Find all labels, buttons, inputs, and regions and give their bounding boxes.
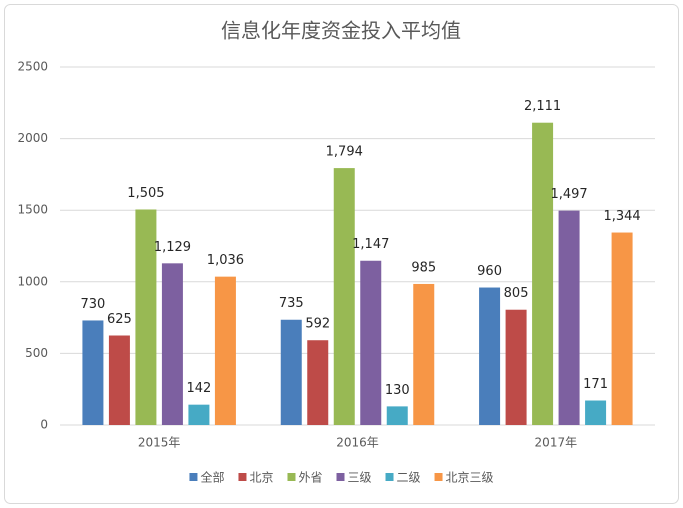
legend-swatch: [434, 473, 443, 481]
bar: [558, 210, 580, 425]
data-label: 1,497: [550, 187, 587, 202]
x-tick-label: 2016年: [336, 436, 379, 450]
bar: [505, 309, 527, 425]
bar: [611, 232, 633, 425]
bar: [360, 260, 382, 425]
bar: [386, 406, 408, 425]
y-tick-label: 2000: [17, 131, 48, 145]
legend-label: 全部: [200, 470, 224, 485]
bar: [479, 287, 501, 425]
data-label: 1,505: [127, 186, 164, 201]
legend-label: 外省: [298, 471, 322, 485]
y-tick-label: 2500: [17, 60, 48, 74]
bar: [532, 122, 554, 425]
legend: 全部 北京 外省 三级 二级 北京三级: [189, 470, 494, 485]
bar: [307, 340, 329, 425]
bar: [413, 283, 435, 425]
y-tick-label: 0: [40, 418, 48, 432]
bar: [333, 168, 355, 426]
data-label: 1,036: [207, 253, 244, 268]
y-tick-label: 1000: [17, 274, 48, 288]
data-label: 735: [279, 296, 304, 311]
bar: [82, 320, 104, 425]
data-label: 1,147: [352, 237, 389, 252]
x-tick-label: 2017年: [535, 436, 578, 450]
legend-swatch: [238, 473, 247, 481]
legend-swatch: [189, 473, 198, 481]
legend-swatch: [385, 473, 394, 481]
bar: [135, 209, 157, 425]
legend-label: 三级: [348, 471, 372, 485]
legend-label: 北京三级: [446, 471, 494, 485]
y-tick-label: 1500: [17, 203, 48, 217]
legend-label: 北京: [249, 471, 273, 485]
bar: [585, 400, 607, 425]
x-tick-label: 2015年: [138, 436, 181, 450]
chart-title: 信息化年度资金投入平均值: [221, 19, 461, 43]
y-tick-label: 500: [25, 346, 48, 360]
data-label: 805: [504, 286, 529, 301]
data-label: 1,129: [154, 240, 191, 255]
data-label: 1,794: [326, 145, 363, 160]
data-label: 730: [81, 297, 106, 312]
legend-label: 二级: [397, 471, 421, 485]
legend-swatch: [336, 473, 345, 481]
data-label: 2,111: [524, 99, 561, 114]
legend-swatch: [287, 473, 296, 481]
bar: [280, 319, 302, 425]
data-label: 130: [385, 383, 410, 398]
data-label: 592: [305, 317, 330, 332]
bar: [188, 404, 210, 425]
bar: [214, 276, 236, 425]
bar: [108, 335, 130, 425]
data-label: 171: [583, 377, 608, 392]
data-label: 1,344: [603, 209, 640, 224]
bar: [161, 263, 183, 425]
data-label: 625: [107, 312, 132, 327]
data-label: 960: [477, 264, 502, 279]
data-label: 985: [411, 260, 436, 275]
data-label: 142: [187, 381, 212, 396]
